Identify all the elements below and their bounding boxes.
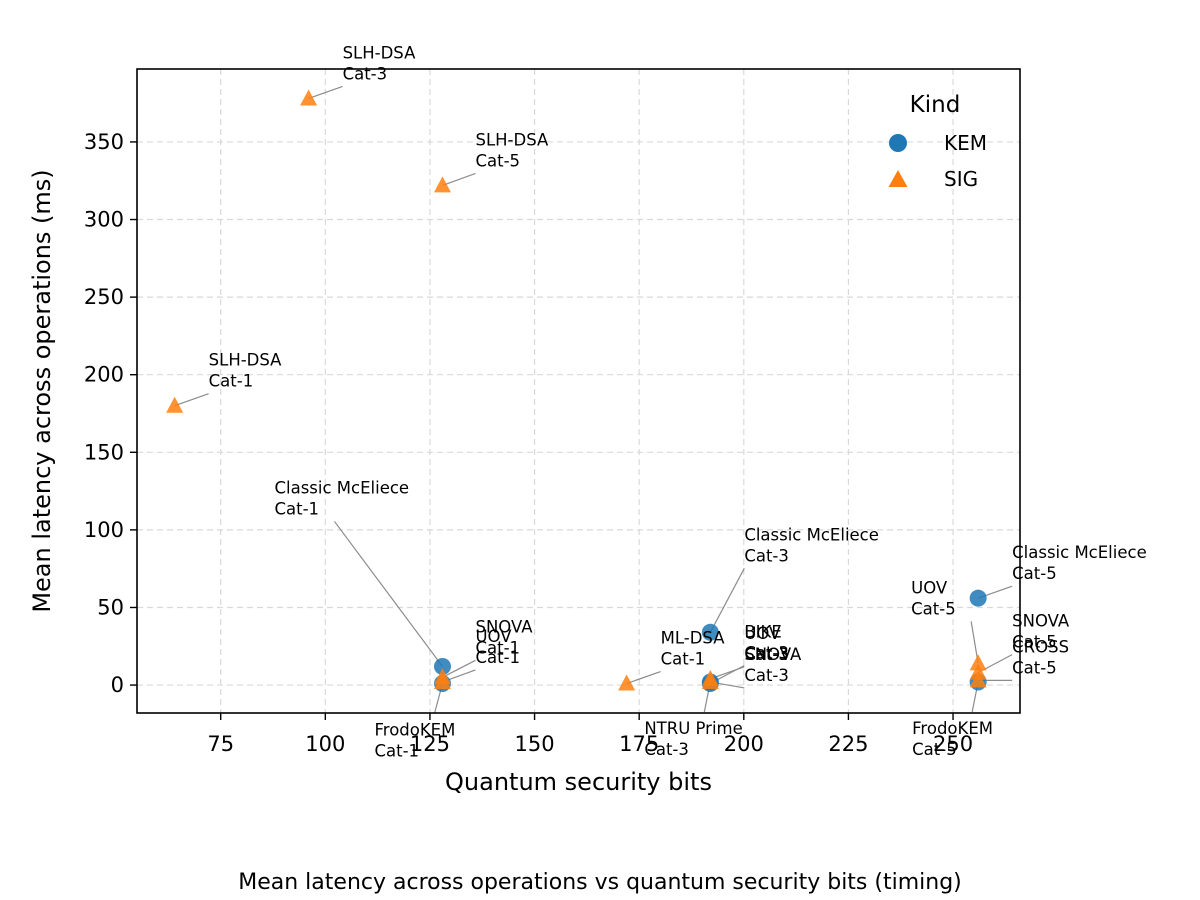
point-annotation: SLH-DSA Cat-5 [475,130,549,170]
annotation-leader [308,85,343,100]
point-annotation: BIKE Cat-3 [744,623,789,663]
sig-point [166,396,184,413]
sig-point [969,671,987,688]
sig-point [433,176,451,193]
legend: Kind KEM SIG [888,92,987,191]
chart-caption: Mean latency across operations vs quantu… [238,870,962,895]
y-tick-label: 250 [84,285,124,309]
point-annotation: Classic McEliece Cat-3 [744,525,879,565]
point-annotation: NTRU Prime Cat-3 [644,719,742,759]
legend-kem-label: KEM [944,131,987,155]
sig-point [618,674,636,691]
point-annotation: SNOVA Cat-3 [744,645,802,685]
annotations: Classic McEliece Cat-1 FrodoKEM Cat-1 Classi… [209,43,1147,760]
legend-kem-marker [889,134,907,152]
sig-point [701,672,719,689]
point-annotation: SNOVA Cat-1 [475,617,533,657]
point-annotation: FrodoKEM Cat-1 [374,721,455,761]
x-tick-label: 125 [410,732,450,756]
y-tick-label: 200 [84,363,124,387]
sig-point [433,672,451,689]
y-tick-label: 0 [111,673,124,697]
annotation-leader [442,172,476,186]
annotation-leader [709,568,745,633]
point-annotation: Classic McEliece Cat-5 [1012,543,1147,583]
data-points [166,89,987,693]
annotation-leader [174,393,209,407]
y-axis-title: Mean latency across operations (ms) [28,169,56,612]
y-axis-ticks: 0 50 100 150 200 250 300 350 [84,130,137,697]
x-tick-label: 225 [828,732,868,756]
sig-point [969,654,987,671]
grid-lines [137,69,1020,713]
annotation-leader [442,659,476,678]
y-tick-label: 50 [97,595,124,619]
legend-sig-label: SIG [944,167,978,191]
x-axis-title: Quantum security bits [445,768,712,796]
y-tick-label: 300 [84,208,124,232]
x-axis-ticks: 75 100 125 150 175 200 225 250 [207,713,973,756]
point-annotation: Classic McEliece Cat-1 [274,478,409,518]
kem-point [433,657,451,675]
y-tick-label: 100 [84,518,124,542]
annotation-leader [334,521,443,667]
x-tick-label: 100 [305,732,345,756]
y-tick-label: 150 [84,440,124,464]
kem-point [701,623,719,641]
legend-title: Kind [910,92,961,118]
annotation-leaders [174,85,1013,714]
y-tick-label: 350 [84,130,124,154]
point-annotation: FrodoKEM Cat-5 [912,719,993,759]
annotation-leader [970,621,979,664]
point-annotation: CROSS Cat-5 [1012,637,1069,677]
kem-point [969,589,987,607]
annotation-leader [626,670,661,685]
x-tick-label: 150 [515,732,555,756]
point-annotation: UOV Cat-1 [475,627,520,667]
x-tick-label: 75 [207,732,234,756]
point-annotation: ML-DSA Cat-1 [661,629,726,669]
point-annotation: UOV Cat-3 [744,624,789,664]
sig-point [300,89,318,106]
point-annotation: SLH-DSA Cat-1 [209,351,283,391]
point-annotation: SNOVA Cat-5 [1012,612,1070,652]
x-tick-label: 200 [724,732,764,756]
point-annotation: UOV Cat-5 [911,578,956,618]
plot-frame [136,68,1021,714]
x-tick-label: 175 [619,732,659,756]
x-tick-label: 250 [933,732,973,756]
legend-sig-marker [888,170,908,187]
